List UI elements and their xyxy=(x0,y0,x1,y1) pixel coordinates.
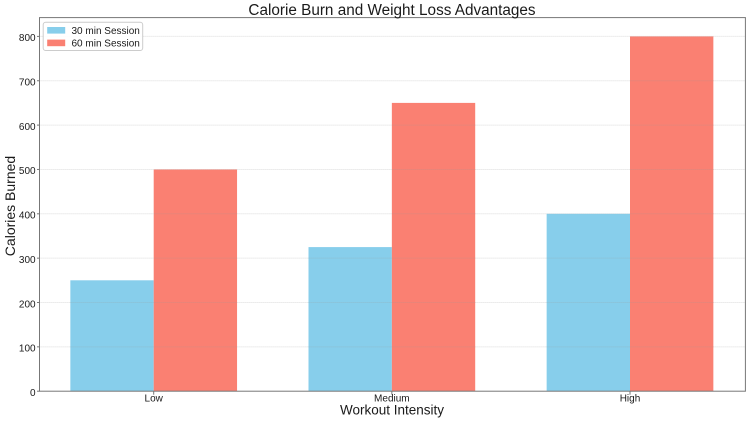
svg-text:600: 600 xyxy=(19,122,36,133)
svg-text:60 min Session: 60 min Session xyxy=(72,39,140,50)
svg-text:200: 200 xyxy=(19,299,36,310)
svg-text:100: 100 xyxy=(19,344,36,355)
svg-text:Medium: Medium xyxy=(374,394,410,405)
svg-text:700: 700 xyxy=(19,78,36,89)
svg-text:High: High xyxy=(620,394,641,405)
svg-text:800: 800 xyxy=(19,33,36,44)
svg-text:Workout Intensity: Workout Intensity xyxy=(340,403,444,418)
svg-text:0: 0 xyxy=(30,388,36,399)
svg-text:500: 500 xyxy=(19,166,36,177)
svg-text:400: 400 xyxy=(19,211,36,222)
svg-text:30 min Session: 30 min Session xyxy=(72,26,140,37)
svg-text:Calorie Burn and Weight Loss A: Calorie Burn and Weight Loss Advantages xyxy=(248,2,535,19)
svg-text:300: 300 xyxy=(19,255,36,266)
svg-text:Calories Burned: Calories Burned xyxy=(2,156,18,256)
svg-text:Low: Low xyxy=(145,394,164,405)
